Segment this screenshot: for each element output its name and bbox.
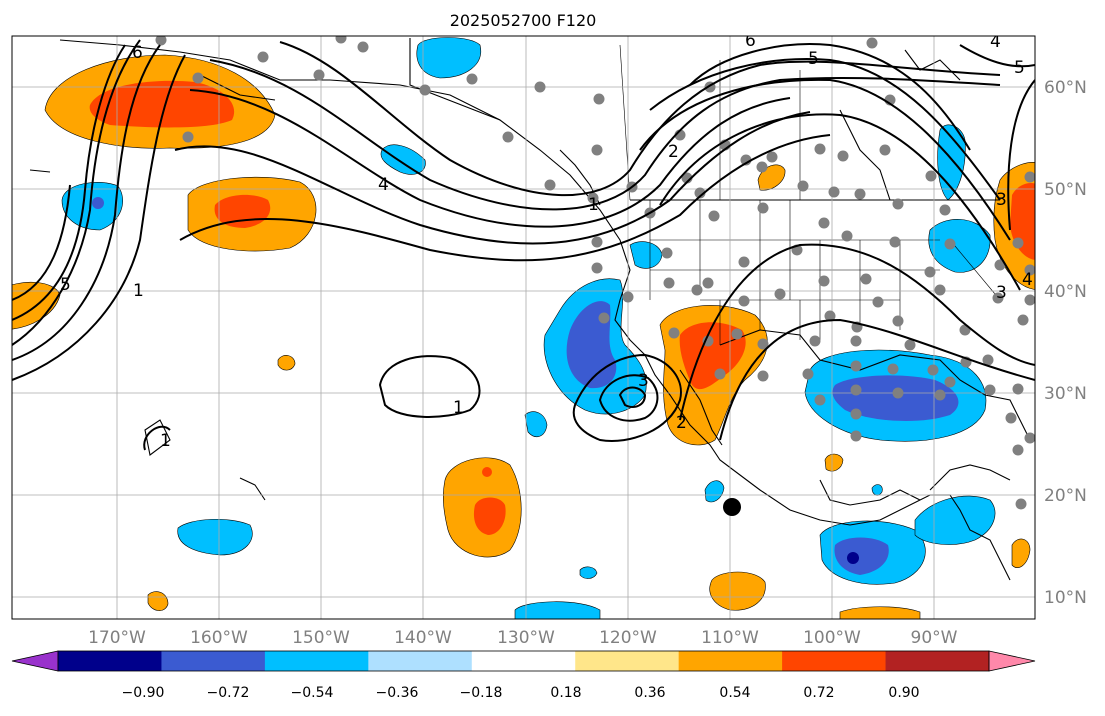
contour-label: 3 <box>996 190 1007 210</box>
contour-label: 1 <box>453 398 464 418</box>
contour-label: 1 <box>588 195 599 215</box>
cold-anomaly-alaska <box>416 37 482 79</box>
map-title: 2025052700 F120 <box>450 11 597 30</box>
contour-label: 5 <box>1014 58 1025 78</box>
colorbar: −0.90 −0.72 −0.54 −0.36 −0.18 0.18 0.36 … <box>11 650 1036 701</box>
contour-label: 5 <box>808 49 819 69</box>
colorbar-cell <box>368 651 473 671</box>
lon-label: 100°W <box>803 628 861 648</box>
contour-label: 2 <box>676 413 687 433</box>
lon-label: 90°W <box>911 628 958 648</box>
contour-lines <box>12 39 1035 451</box>
contour-label: 2 <box>668 142 679 162</box>
contour-label: 6 <box>745 31 756 51</box>
lat-label: 60°N <box>1044 78 1087 98</box>
colorbar-tick: −0.18 <box>460 685 503 701</box>
latitude-labels: 60°N 50°N 40°N 30°N 20°N 10°N <box>1044 78 1087 608</box>
graticule <box>12 36 1035 619</box>
colorbar-cell <box>58 651 162 671</box>
colorbar-tick: 0.36 <box>634 685 665 701</box>
contour-label: 1 <box>160 431 171 451</box>
lon-label: 170°W <box>88 628 146 648</box>
colorbar-cell <box>161 651 266 671</box>
lat-label: 50°N <box>1044 180 1087 200</box>
warm-core-bering <box>89 80 235 128</box>
colorbar-tick-labels: −0.90 −0.72 −0.54 −0.36 −0.18 0.18 0.36 … <box>122 685 920 701</box>
colorbar-tick: 0.72 <box>803 685 834 701</box>
lon-label: 120°W <box>599 628 657 648</box>
contour-label: 3 <box>996 283 1007 303</box>
colorbar-cell <box>678 651 783 671</box>
colorbar-cell <box>575 651 680 671</box>
contour-label: 6 <box>132 43 143 63</box>
longitude-labels: 170°W 160°W 150°W 140°W 130°W 120°W 110°… <box>88 628 958 648</box>
contour-label: 4 <box>990 32 1001 52</box>
lon-label: 130°W <box>497 628 555 648</box>
lon-label: 150°W <box>292 628 350 648</box>
colorbar-tick: 0.54 <box>719 685 750 701</box>
colorbar-tick: −0.72 <box>207 685 250 701</box>
contour-label: 5 <box>60 275 71 295</box>
cold-anomaly-aleutian <box>61 181 123 231</box>
colorbar-tick: −0.90 <box>122 685 165 701</box>
contour-label: 3 <box>638 371 649 391</box>
colorbar-cell <box>782 651 887 671</box>
highlight-point <box>723 498 741 516</box>
lon-label: 140°W <box>394 628 452 648</box>
map-frame <box>11 35 1036 620</box>
cold-anomaly-hawaii <box>177 518 253 556</box>
contour-label-group: 6 5 4 2 1 1 5 6 5 4 3 2 3 1 1 3 4 <box>60 31 1033 451</box>
colorbar-cell <box>264 651 369 671</box>
contour-label: 1 <box>133 281 144 301</box>
contour-label: 4 <box>378 175 389 195</box>
lat-label: 40°N <box>1044 282 1087 302</box>
colorbar-cell <box>471 651 576 671</box>
colorbar-tick: −0.54 <box>291 685 334 701</box>
colorbar-tick: −0.36 <box>376 685 419 701</box>
colorbar-tick: 0.90 <box>888 685 919 701</box>
contour-label: 4 <box>1022 270 1033 290</box>
lat-label: 20°N <box>1044 486 1087 506</box>
lat-label: 10°N <box>1044 588 1087 608</box>
colorbar-cell <box>885 651 990 671</box>
lon-label: 160°W <box>190 628 248 648</box>
colorbar-tick: 0.18 <box>550 685 581 701</box>
colorbar-extend-high <box>988 650 1036 672</box>
lat-label: 30°N <box>1044 384 1087 404</box>
colorbar-cells <box>58 651 990 671</box>
colorbar-extend-low <box>11 650 59 672</box>
lon-label: 110°W <box>701 628 759 648</box>
